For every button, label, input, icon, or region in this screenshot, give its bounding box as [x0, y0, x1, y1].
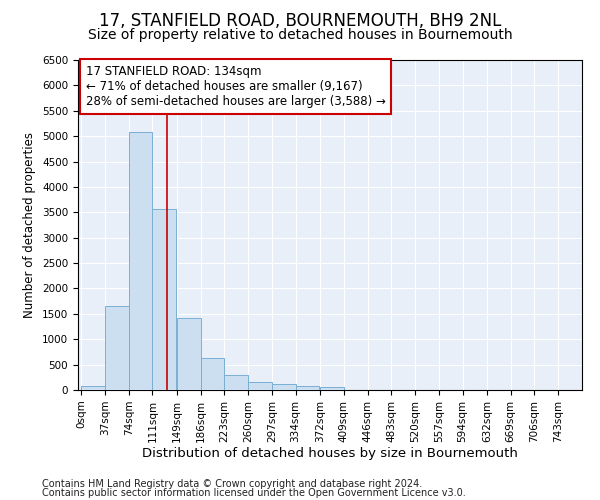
Text: 17 STANFIELD ROAD: 134sqm
← 71% of detached houses are smaller (9,167)
28% of se: 17 STANFIELD ROAD: 134sqm ← 71% of detac… [86, 65, 385, 108]
Bar [105, 306, 129, 390]
X-axis label: Distribution of detached houses by size in Bournemouth: Distribution of detached houses by size … [142, 448, 518, 460]
Bar [272, 384, 296, 390]
Text: Contains HM Land Registry data © Crown copyright and database right 2024.: Contains HM Land Registry data © Crown c… [42, 479, 422, 489]
Bar [81, 386, 105, 390]
Y-axis label: Number of detached properties: Number of detached properties [23, 132, 37, 318]
Bar [248, 382, 272, 390]
Text: 17, STANFIELD ROAD, BOURNEMOUTH, BH9 2NL: 17, STANFIELD ROAD, BOURNEMOUTH, BH9 2NL [99, 12, 501, 30]
Bar [200, 358, 224, 390]
Bar [129, 132, 152, 390]
Bar [152, 208, 176, 390]
Text: Size of property relative to detached houses in Bournemouth: Size of property relative to detached ho… [88, 28, 512, 42]
Bar [320, 388, 344, 390]
Bar [224, 375, 248, 390]
Bar [177, 318, 200, 390]
Text: Contains public sector information licensed under the Open Government Licence v3: Contains public sector information licen… [42, 488, 466, 498]
Bar [296, 386, 319, 390]
